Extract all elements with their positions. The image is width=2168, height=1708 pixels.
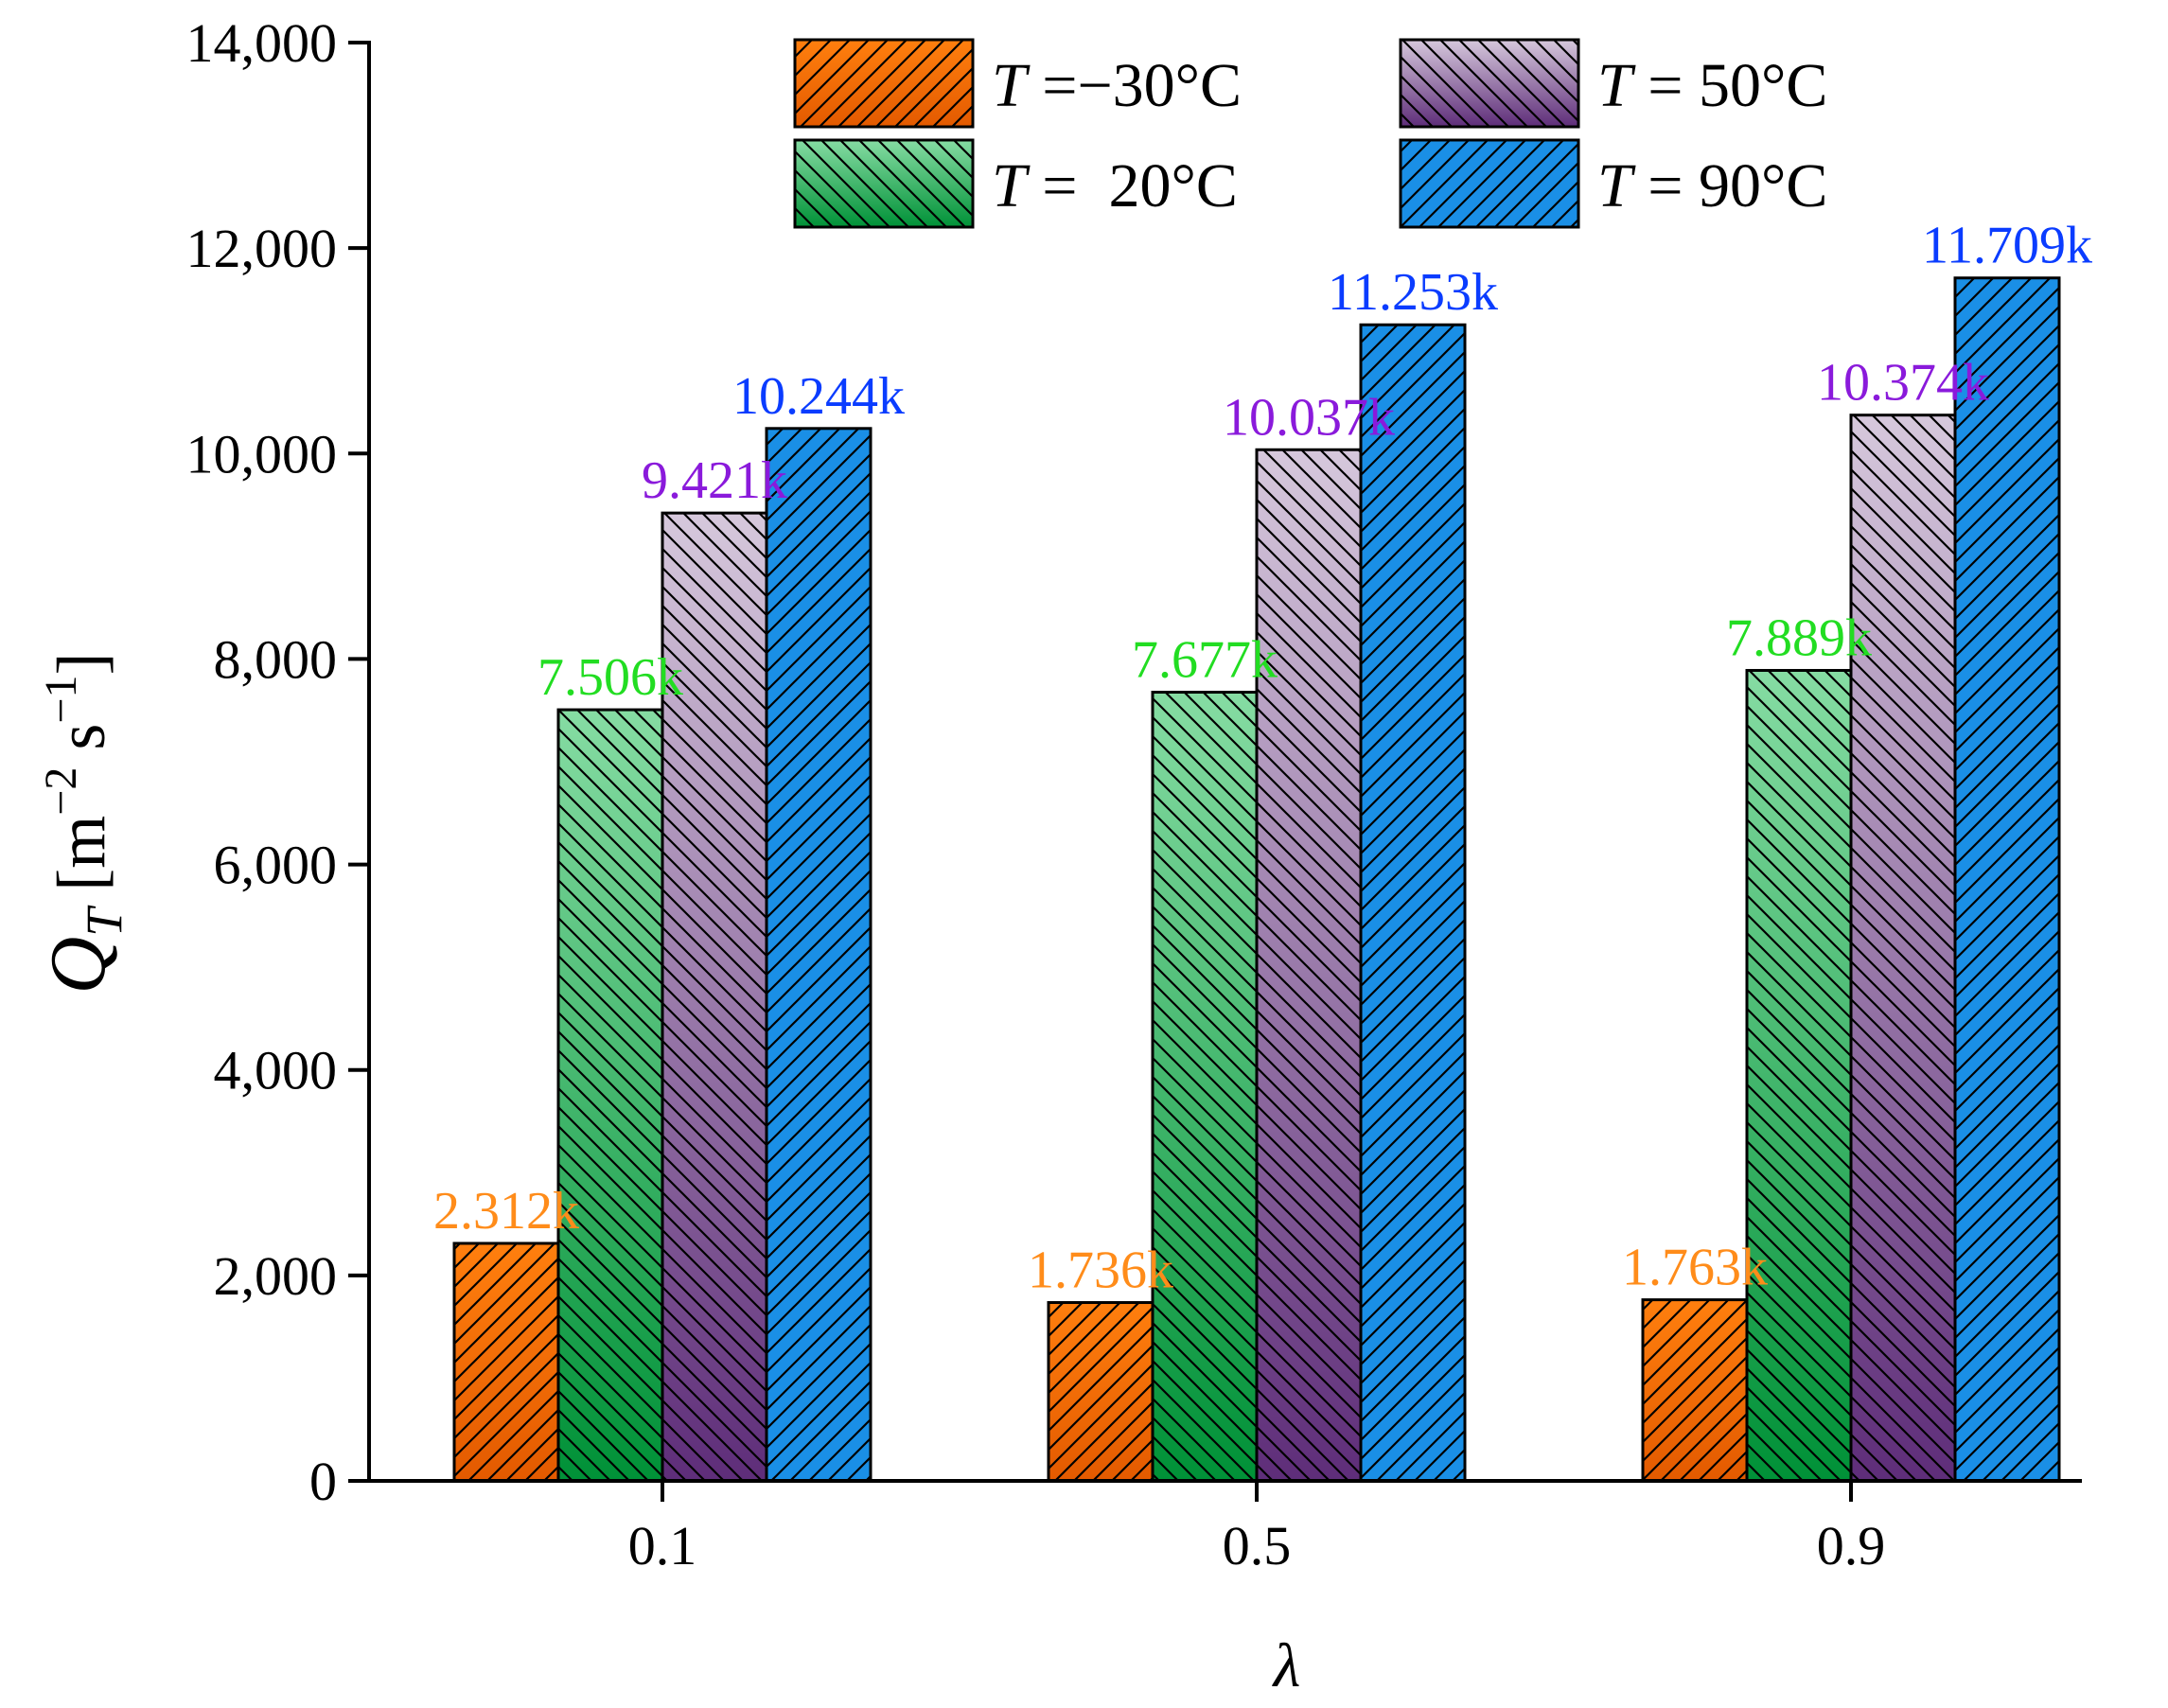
y-tick-label: 12,000 [186,218,338,279]
y-tick-label: 0 [309,1451,337,1512]
bar-hatch [1255,448,1363,1483]
bar [661,511,768,1483]
bar [765,427,872,1483]
y-axis-unit-exp2: −1 [36,676,86,724]
y-tick-label: 6,000 [214,835,338,896]
legend-swatch [1399,38,1580,129]
legend-label: T = 90°C [1597,151,1827,220]
y-axis-symbol: Q [34,937,122,995]
bar [1151,690,1259,1483]
bar-hatch [1359,323,1467,1483]
y-axis-unit-mid: s [44,724,119,767]
legend-label: T =−30°C [992,51,1242,120]
bar-value-label: 2.312k [433,1182,579,1241]
bars [452,276,2061,1483]
axes: 0 2,000 4,000 6,000 8,000 10,000 12,000 14,000 0… [186,12,2082,1576]
bar-value-labels: 2.312k 1.736k 1.763k 7.506k 7.677k 7.889k 9.42… [433,217,2092,1300]
legend-label: T = 20°C [992,151,1238,220]
bar-hatch [1953,276,2061,1483]
bar-value-label: 10.374k [1817,354,1989,413]
y-axis-title: QT [m−2 s−1] [34,653,132,995]
bar-value-label: 7.506k [538,648,683,707]
bar-hatch [1745,668,1853,1483]
x-tick-label: 0.1 [628,1515,697,1576]
bar [1745,668,1853,1483]
bar-value-label: 7.889k [1726,608,1872,667]
x-tick-label: 0.5 [1223,1515,1292,1576]
bar-value-label: 1.736k [1028,1241,1173,1300]
bar-value-label: 11.253k [1328,263,1498,322]
bar-hatch [452,1241,560,1483]
bar [556,708,664,1483]
y-tick-label: 14,000 [186,12,338,74]
legend-swatch [1399,138,1580,229]
y-tick-label: 8,000 [214,628,338,690]
legend-entry: T = 20°C [793,138,1238,229]
y-tick-label: 10,000 [186,423,338,484]
legend-label: T = 50°C [1597,51,1827,120]
bar-value-label: 7.677k [1132,630,1278,689]
legend-entry: T = 50°C [1399,38,1827,129]
bar-value-label: 9.421k [642,451,787,510]
x-tick-label: 0.9 [1817,1515,1886,1576]
legend-swatch [793,138,975,229]
x-axis-title: λ [1272,1631,1301,1700]
legend-entry: T = 90°C [1399,138,1827,229]
bar-value-label: 1.763k [1622,1239,1768,1297]
legend-swatch [793,38,975,129]
bar-value-label: 11.709k [1922,217,2092,275]
y-axis-unit-exp1: −2 [36,767,86,816]
bar [1047,1301,1155,1483]
y-axis-unit-suffix: ] [44,653,119,676]
bar-hatch [1151,690,1259,1483]
bar-hatch [1641,1298,1749,1483]
bar [1849,414,1957,1483]
y-tick-label: 2,000 [214,1245,338,1307]
y-axis-unit-prefix: [m [44,816,119,891]
bar [1953,276,2061,1483]
bar-hatch [556,708,664,1483]
bar-hatch [765,427,872,1483]
bar-hatch [1849,414,1957,1483]
legend: T =−30°C T = 20°C T = 50°C T = 90°C [793,38,1827,229]
bar [1359,323,1467,1483]
y-axis-subscript: T [76,905,132,937]
bar [452,1241,560,1483]
bar-hatch [1047,1301,1155,1483]
bar-value-label: 10.244k [732,367,905,426]
bar [1641,1298,1749,1483]
legend-entry: T =−30°C [793,38,1242,129]
bar [1255,448,1363,1483]
bar-value-label: 10.037k [1223,388,1395,447]
y-tick-label: 4,000 [214,1040,338,1101]
